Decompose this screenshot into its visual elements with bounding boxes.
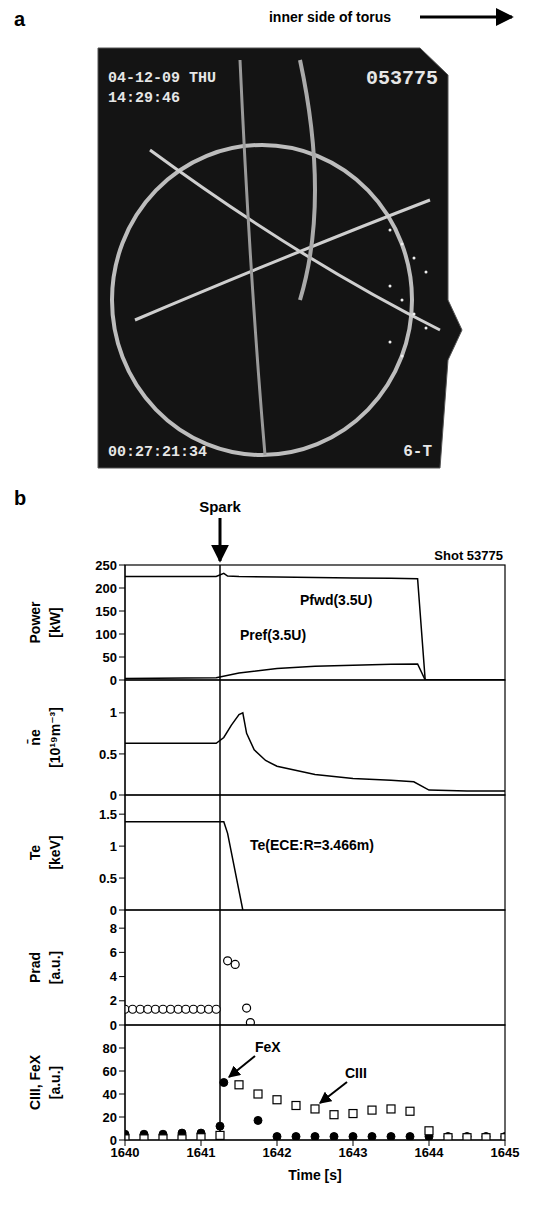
svg-text:80: 80 bbox=[103, 1041, 117, 1056]
svg-text:250: 250 bbox=[95, 558, 117, 573]
svg-text:4: 4 bbox=[110, 969, 118, 984]
svg-text:Time [s]: Time [s] bbox=[288, 1167, 341, 1183]
svg-text:Te: Te bbox=[27, 845, 43, 861]
svg-text:Power: Power bbox=[27, 601, 43, 644]
svg-text:0: 0 bbox=[110, 903, 117, 918]
svg-text:1643: 1643 bbox=[339, 1145, 368, 1160]
svg-text:1: 1 bbox=[110, 839, 117, 854]
svg-text:1641: 1641 bbox=[187, 1145, 216, 1160]
svg-text:[a.u.]: [a.u.] bbox=[47, 1066, 63, 1099]
svg-text:04-12-09 THU: 04-12-09 THU bbox=[108, 70, 216, 87]
svg-text:[keV]: [keV] bbox=[47, 835, 63, 869]
svg-text:1640: 1640 bbox=[110, 1145, 140, 1161]
svg-text:50: 50 bbox=[103, 650, 117, 665]
svg-text:CIII: CIII bbox=[345, 1065, 367, 1081]
svg-text:6-T: 6-T bbox=[403, 443, 432, 461]
svg-text:40: 40 bbox=[103, 1087, 117, 1102]
svg-text:CIII, FeX: CIII, FeX bbox=[27, 1054, 43, 1110]
svg-text:053775: 053775 bbox=[366, 67, 438, 90]
svg-text:1642: 1642 bbox=[263, 1145, 292, 1160]
svg-text:[kW]: [kW] bbox=[47, 607, 63, 637]
svg-text:1.5: 1.5 bbox=[99, 807, 117, 822]
svg-text:Pfwd(3.5U): Pfwd(3.5U) bbox=[300, 592, 372, 608]
svg-text:00:27:21:34: 00:27:21:34 bbox=[108, 444, 207, 461]
svg-text:0: 0 bbox=[110, 1018, 117, 1033]
svg-text:150: 150 bbox=[95, 604, 117, 619]
svg-text:1644: 1644 bbox=[415, 1145, 445, 1160]
svg-text:1645: 1645 bbox=[491, 1145, 520, 1160]
svg-text:[a.u.]: [a.u.] bbox=[47, 951, 63, 984]
svg-text:1: 1 bbox=[110, 705, 117, 720]
svg-text:Pref(3.5U): Pref(3.5U) bbox=[240, 627, 306, 643]
svg-text:8: 8 bbox=[110, 921, 117, 936]
svg-text:60: 60 bbox=[103, 1064, 117, 1079]
svg-text:Prad: Prad bbox=[27, 952, 43, 983]
svg-text:a: a bbox=[14, 8, 26, 30]
svg-text:2: 2 bbox=[110, 993, 117, 1008]
svg-text:14:29:46: 14:29:46 bbox=[108, 90, 180, 107]
svg-text:[10¹⁹m⁻³]: [10¹⁹m⁻³] bbox=[47, 707, 63, 768]
svg-text:100: 100 bbox=[95, 627, 117, 642]
svg-text:Spark: Spark bbox=[199, 498, 241, 515]
svg-text:n̄e: n̄e bbox=[26, 729, 43, 746]
svg-text:200: 200 bbox=[95, 581, 117, 596]
svg-text:0.5: 0.5 bbox=[99, 747, 117, 762]
svg-text:20: 20 bbox=[103, 1110, 117, 1125]
svg-text:0: 0 bbox=[110, 1133, 117, 1148]
svg-text:Shot 53775: Shot 53775 bbox=[434, 548, 503, 563]
svg-text:6: 6 bbox=[110, 945, 117, 960]
svg-text:0: 0 bbox=[110, 788, 117, 803]
svg-text:Te(ECE:R=3.466m): Te(ECE:R=3.466m) bbox=[250, 837, 374, 853]
svg-text:inner side of torus: inner side of torus bbox=[269, 9, 391, 25]
svg-text:b: b bbox=[14, 487, 26, 509]
svg-text:0.5: 0.5 bbox=[99, 871, 117, 886]
svg-text:FeX: FeX bbox=[255, 1039, 281, 1055]
svg-text:0: 0 bbox=[110, 673, 117, 688]
